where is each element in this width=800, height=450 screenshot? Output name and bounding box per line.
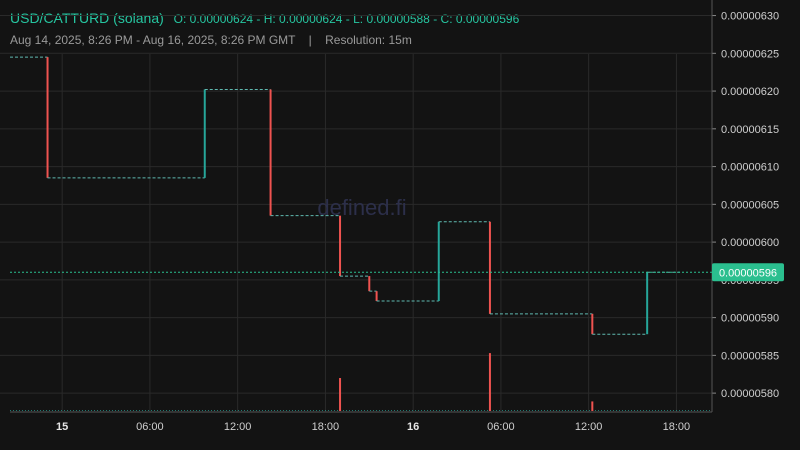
last-price-label: 0.00000596: [719, 267, 777, 279]
x-tick-label: 06:00: [136, 421, 164, 433]
y-tick-label: 0.00000620: [721, 86, 779, 98]
x-tick-label: 12:00: [224, 421, 252, 433]
x-tick-label: 12:00: [575, 421, 603, 433]
y-tick-label: 0.00000580: [721, 388, 779, 400]
y-tick-label: 0.00000600: [721, 237, 779, 249]
resolution-label: Resolution: 15m: [325, 33, 412, 47]
y-tick-label: 0.00000625: [721, 48, 779, 60]
y-tick-label: 0.00000605: [721, 199, 779, 211]
watermark-text: defined.fi: [317, 195, 406, 220]
y-tick-label: 0.00000585: [721, 350, 779, 362]
symbol-label: USD/CATTURD (solana): [10, 10, 164, 26]
x-tick-label: 06:00: [487, 421, 515, 433]
date-range-label: Aug 14, 2025, 8:26 PM - Aug 16, 2025, 8:…: [10, 33, 296, 47]
y-tick-label: 0.00000590: [721, 313, 779, 325]
y-tick-label: 0.00000615: [721, 124, 779, 136]
y-tick-label: 0.00000610: [721, 162, 779, 174]
x-tick-label: 16: [407, 421, 419, 433]
x-tick-label: 18:00: [663, 421, 691, 433]
x-tick-label: 15: [56, 421, 68, 433]
y-tick-label: 0.00000630: [721, 11, 779, 23]
last-price-badge: [712, 263, 784, 282]
x-tick-label: 18:00: [312, 421, 340, 433]
chart-header-subtitle: Aug 14, 2025, 8:26 PM - Aug 16, 2025, 8:…: [10, 33, 412, 47]
header-separator: |: [308, 33, 312, 47]
